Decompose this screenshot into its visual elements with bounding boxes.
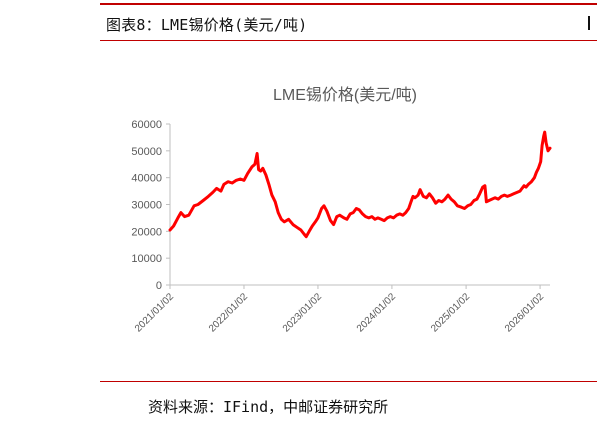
x-tick-label: 2021/01/02 xyxy=(133,291,176,334)
tin-price-chart: LME锡价格(美元/吨) 0 10000 20000 30000 40000 50000 6… xyxy=(131,86,552,335)
series-line xyxy=(168,130,552,239)
source-note: 资料来源：IFind，中邮证券研究所 xyxy=(148,398,389,416)
y-tick-label: 10000 xyxy=(131,253,162,265)
y-axis: 0 10000 20000 30000 40000 50000 60000 xyxy=(131,119,171,292)
footer-divider xyxy=(100,381,597,382)
title-divider xyxy=(100,40,597,41)
y-tick-label: 20000 xyxy=(131,226,162,238)
x-tick-label: 2025/01/02 xyxy=(429,291,472,334)
x-axis: 2021/01/02 2022/01/02 2023/01/02 2024/01/02… xyxy=(133,284,550,335)
figure-title: 图表8：LME锡价格(美元/吨) xyxy=(106,16,308,34)
edge-marker xyxy=(588,16,590,30)
y-tick-label: 50000 xyxy=(131,146,162,158)
y-tick-label: 30000 xyxy=(131,200,162,212)
x-tick-label: 2024/01/02 xyxy=(355,291,398,334)
x-tick-label: 2023/01/02 xyxy=(281,291,324,334)
header-top-rule xyxy=(100,3,597,5)
chart-container: LME锡价格(美元/吨) 0 10000 20000 30000 40000 50000 6… xyxy=(100,60,590,360)
y-tick-label: 40000 xyxy=(131,173,162,185)
chart-title: LME锡价格(美元/吨) xyxy=(273,86,417,104)
y-tick-label: 0 xyxy=(156,280,162,292)
x-tick-label: 2026/01/02 xyxy=(503,291,546,334)
x-tick-label: 2022/01/02 xyxy=(207,291,250,334)
y-tick-label: 60000 xyxy=(131,119,162,131)
